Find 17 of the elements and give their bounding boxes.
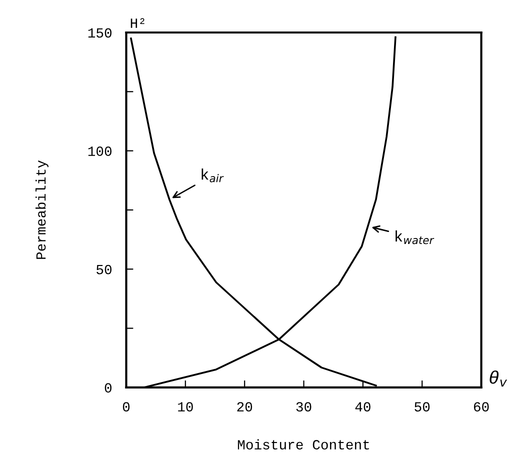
x-axis-title: Moisture Content	[238, 439, 369, 450]
x-tick-label: 10	[178, 402, 193, 412]
y-axis-title: Permeability	[36, 160, 48, 259]
y-tick-label: 0	[104, 383, 112, 393]
y-tick-label: 150	[88, 28, 112, 38]
y-tick-label: 100	[88, 146, 112, 156]
y-tick-label: 50	[96, 264, 112, 274]
x-tick-label: 20	[237, 402, 252, 412]
annotation: k$_{water}$	[396, 230, 434, 244]
text: H²	[130, 18, 144, 28]
x-tick-label: 0	[122, 402, 130, 412]
x-tick-label: 60	[474, 402, 489, 412]
x-tick-label: 50	[414, 402, 430, 412]
x-tick-label: 40	[355, 402, 370, 412]
text: θ$_{v}$	[490, 370, 508, 387]
x-tick-label: 30	[296, 402, 312, 412]
annotation: k$_{air}$	[202, 168, 224, 182]
